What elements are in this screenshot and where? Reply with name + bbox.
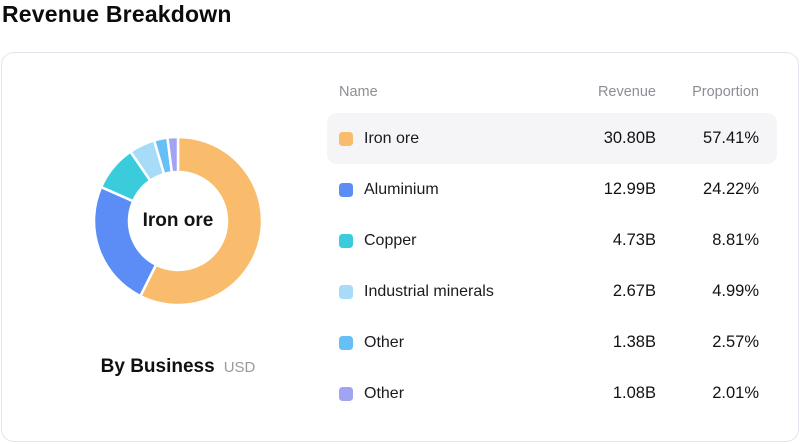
table-header-row: Name Revenue Proportion [327, 79, 777, 105]
table-body: Iron ore 30.80B 57.41% Aluminium 12.99B … [327, 113, 777, 419]
series-color-swatch [339, 335, 353, 350]
chart-caption: By Business USD [2, 356, 354, 378]
series-revenue: 12.99B [603, 180, 656, 198]
series-revenue: 1.38B [612, 333, 656, 351]
donut-chart [92, 135, 264, 307]
series-table: Name Revenue Proportion Iron ore 30.80B … [327, 79, 777, 419]
chart-currency-unit: USD [223, 359, 256, 376]
table-row[interactable]: Industrial minerals 2.67B 4.99% [327, 266, 777, 317]
series-name: Aluminium [364, 180, 439, 198]
series-revenue: 4.73B [612, 231, 656, 249]
series-color-swatch [339, 131, 353, 146]
series-proportion: 57.41% [703, 129, 759, 147]
series-revenue: 2.67B [612, 282, 656, 300]
column-header-proportion: Proportion [692, 84, 759, 100]
series-name: Industrial minerals [364, 282, 494, 300]
series-revenue: 30.80B [603, 129, 656, 147]
chart-caption-text: By Business [100, 356, 215, 377]
donut-slice-other[interactable] [166, 135, 180, 174]
series-color-swatch [339, 284, 353, 299]
donut-slice-aluminium[interactable] [92, 185, 158, 298]
table-row[interactable]: Aluminium 12.99B 24.22% [327, 164, 777, 215]
series-name: Other [364, 333, 405, 351]
series-proportion: 8.81% [712, 231, 759, 249]
page-title: Revenue Breakdown [2, 1, 232, 27]
series-proportion: 2.57% [712, 333, 759, 351]
series-proportion: 2.01% [712, 384, 759, 402]
table-row[interactable]: Other 1.38B 2.57% [327, 317, 777, 368]
series-revenue: 1.08B [612, 384, 656, 402]
series-name: Copper [364, 231, 417, 249]
table-row[interactable]: Iron ore 30.80B 57.41% [327, 113, 777, 164]
column-header-revenue: Revenue [597, 84, 656, 100]
series-name: Iron ore [364, 129, 420, 147]
table-row[interactable]: Copper 4.73B 8.81% [327, 215, 777, 266]
donut-slice-iron-ore[interactable] [138, 135, 264, 307]
series-color-swatch [339, 182, 353, 197]
column-header-name: Name [339, 84, 378, 100]
table-row[interactable]: Other 1.08B 2.01% [327, 368, 777, 419]
revenue-breakdown-card: Iron ore By Business USD Name Revenue Pr… [1, 52, 799, 442]
series-color-swatch [339, 386, 353, 401]
series-proportion: 24.22% [703, 180, 759, 198]
series-proportion: 4.99% [712, 282, 759, 300]
donut-chart-area: Iron ore [88, 131, 268, 311]
series-name: Other [364, 384, 405, 402]
series-color-swatch [339, 233, 353, 248]
